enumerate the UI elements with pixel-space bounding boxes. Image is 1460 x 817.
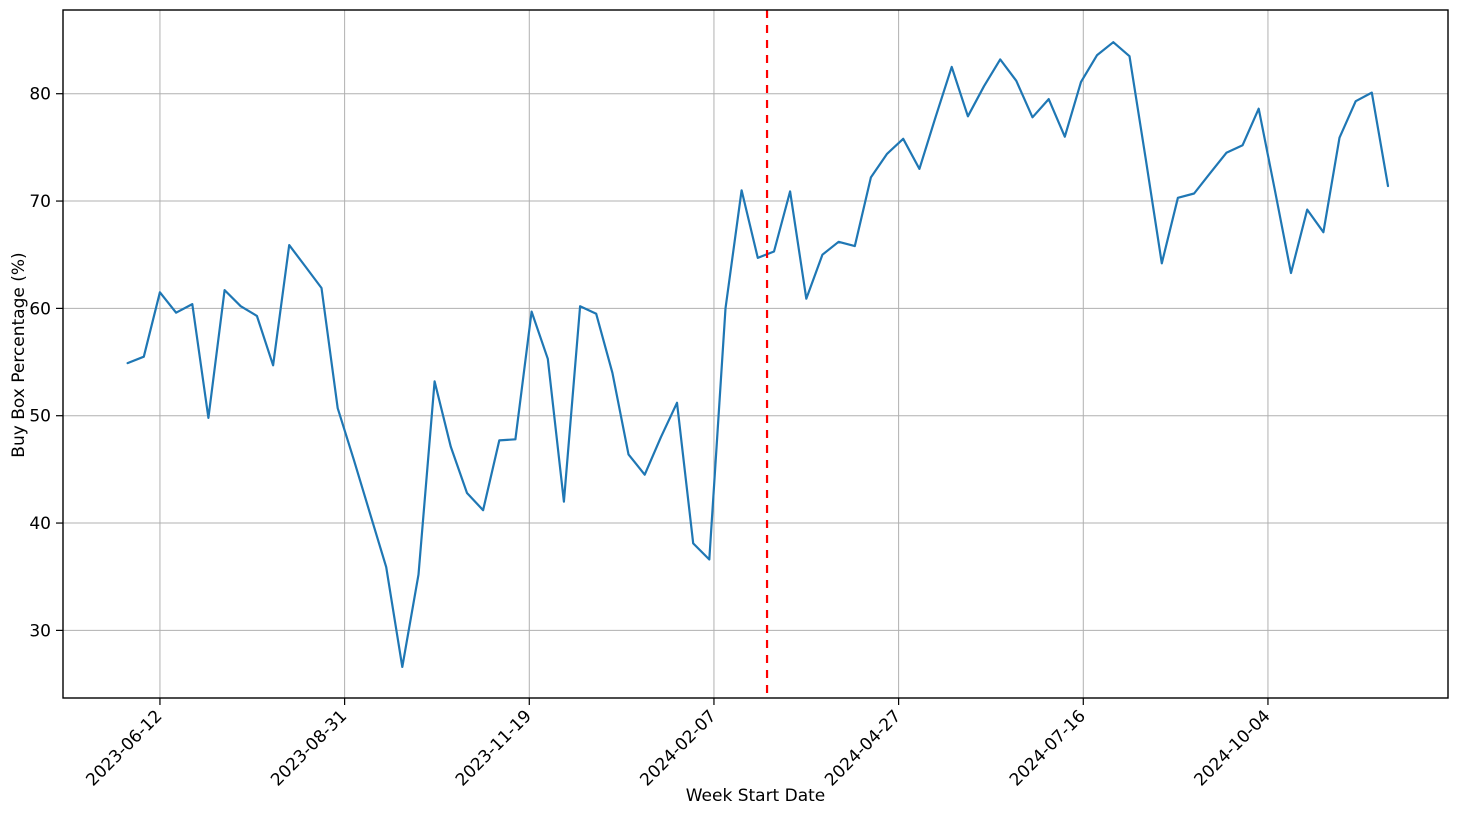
- plot-border: [62, 9, 1449, 699]
- y-tick-label: 80: [29, 85, 51, 105]
- x-axis-label: Week Start Date: [685, 786, 826, 806]
- y-tick-label: 30: [29, 621, 51, 641]
- buy-box-series-line: [126, 41, 1390, 668]
- y-tick-label: 60: [29, 299, 51, 319]
- y-tick-label: 70: [29, 192, 51, 212]
- y-tick-label: 40: [29, 514, 51, 534]
- y-axis-label: Buy Box Percentage (%): [9, 252, 29, 458]
- y-tick-label: 50: [29, 407, 51, 427]
